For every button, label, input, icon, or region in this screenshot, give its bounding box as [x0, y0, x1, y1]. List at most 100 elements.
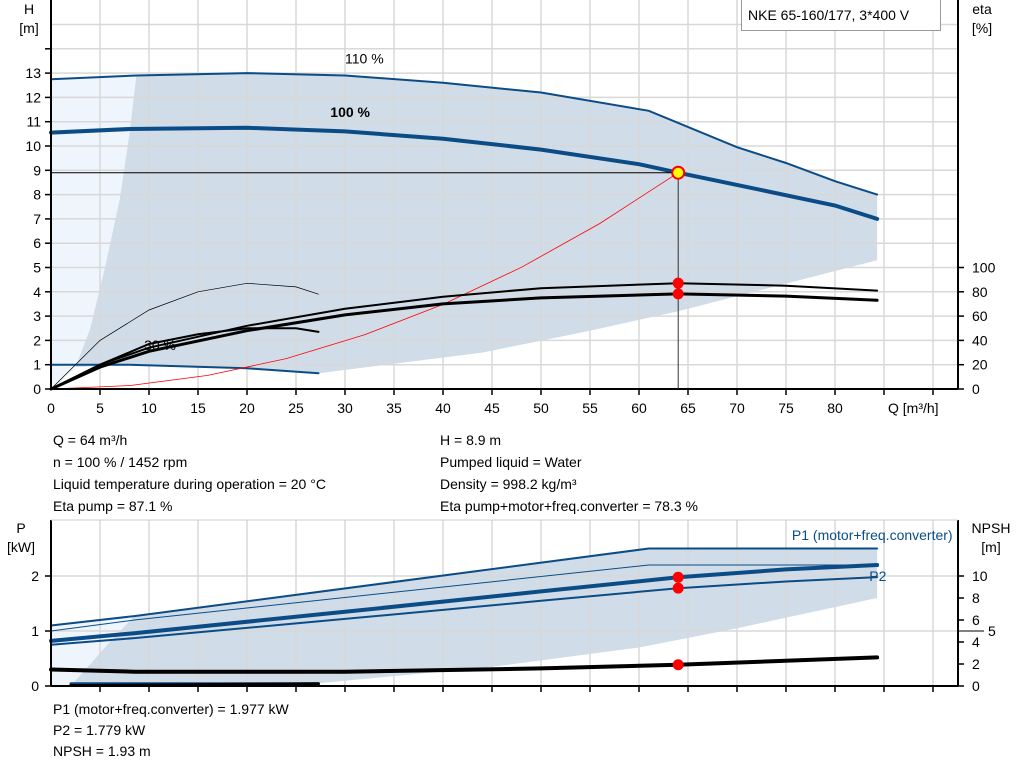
info-flow: Q = 64 m³/h [53, 432, 128, 448]
operating-range-region [75, 73, 878, 374]
info-bottom: P1 (motor+freq.converter) = 1.977 kW P2 … [53, 699, 289, 762]
p-axis-unit: [kW] [7, 539, 35, 555]
h-axis-title: H [m] [14, 0, 44, 38]
q-tick-label: 65 [680, 400, 696, 416]
q-tick-label: 45 [484, 400, 500, 416]
series-line-h-0 [50, 72, 879, 196]
operating-point-p [672, 571, 684, 583]
q-tick-label: 75 [778, 400, 794, 416]
npsh-tick-label: 8 [972, 590, 980, 606]
curve-label: 30 % [144, 337, 176, 353]
npsh-tick-label: 6 [972, 612, 980, 628]
eta-tick-label: 80 [972, 284, 988, 300]
series-line-p-3 [50, 576, 879, 646]
info-left: Q = 64 m³/h n = 100 % / 1452 rpm Liquid … [53, 429, 326, 517]
npsh-tick-label: 4 [972, 634, 980, 650]
series-line-eta-5 [49, 292, 879, 391]
info-head: H = 8.9 m [440, 432, 502, 448]
q-tick-label: 25 [288, 400, 304, 416]
npsh-axis-label: NPSH [971, 520, 1011, 536]
h-tick-label: 5 [33, 260, 41, 276]
q-tick-label: 20 [239, 400, 255, 416]
q-tick-label: 55 [582, 400, 598, 416]
eta-tick-label: 0 [972, 381, 980, 397]
h-tick-label: 9 [33, 162, 41, 178]
series-line-p-0 [50, 547, 879, 627]
p-tick-label: 2 [31, 568, 39, 584]
series-line-h-3 [50, 172, 679, 390]
npsh-tick-label: 0 [972, 678, 980, 694]
info-eta-total: Eta pump+motor+freq.converter = 78.3 % [440, 498, 698, 514]
series-line-h-2 [50, 363, 320, 375]
info-eta-pump: Eta pump = 87.1 % [53, 498, 173, 514]
h-tick-label: 8 [33, 187, 41, 203]
h-tick-label: 12 [25, 89, 41, 105]
curve-label: 110 % [345, 50, 384, 66]
npsh-axis-title: NPSH [m] [966, 519, 1016, 557]
p-tick-label: 1 [31, 623, 39, 639]
q-tick-label: 5 [96, 400, 104, 416]
h-tick-label: 7 [33, 211, 41, 227]
eta-operating-point [672, 277, 684, 289]
p-axis-title: P [kW] [6, 519, 36, 557]
operating-range-region [70, 548, 878, 686]
q-tick-label: 40 [435, 400, 451, 416]
h-tick-label: 13 [25, 65, 41, 81]
npsh-tick-label: 5 [988, 623, 996, 639]
h-tick-label: 10 [25, 138, 41, 154]
q-tick-label: 80 [827, 400, 843, 416]
info-p1: P1 (motor+freq.converter) = 1.977 kW [53, 701, 289, 717]
h-tick-label: 0 [33, 381, 41, 397]
p-tick-label: 0 [31, 678, 39, 694]
operating-point-p [672, 582, 684, 594]
h-tick-label: 1 [33, 357, 41, 373]
eta-tick-label: 40 [972, 332, 988, 348]
eta-tick-label: 100 [972, 260, 996, 276]
info-liquid: Pumped liquid = Water [440, 454, 582, 470]
info-right: H = 8.9 m Pumped liquid = Water Density … [440, 429, 698, 517]
curve-label: P2 [869, 568, 886, 584]
q-axis-label: Q [m³/h] [888, 400, 939, 416]
duty-point [671, 165, 686, 180]
eta-axis-unit: [%] [971, 20, 993, 36]
eta-operating-point [672, 288, 684, 300]
npsh-axis-unit: [m] [981, 539, 1001, 555]
info-npsh: NPSH = 1.93 m [53, 743, 151, 759]
eta-tick-label: 20 [972, 357, 988, 373]
q-tick-label: 0 [47, 400, 55, 416]
curve-label: 100 % [330, 104, 370, 120]
series-line-eta-6 [50, 282, 319, 390]
low-flow-range-region [51, 75, 137, 389]
h-axis-unit: [m] [19, 20, 39, 36]
series-line-p-2 [49, 563, 880, 643]
h-tick-label: 11 [26, 114, 41, 130]
p-axis-label: P [16, 520, 26, 536]
info-p2: P2 = 1.779 kW [53, 722, 146, 738]
eta-axis-title: eta [%] [964, 0, 1000, 38]
q-tick-label: 60 [631, 400, 647, 416]
h-tick-label: 6 [33, 235, 41, 251]
eta-axis-label: eta [972, 1, 992, 17]
series-line-p-1 [50, 564, 878, 632]
npsh-tick-label: 2 [972, 656, 980, 672]
h-tick-label: 3 [33, 308, 41, 324]
h-tick-label: 4 [33, 284, 41, 300]
eta-tick-label: 60 [972, 308, 988, 324]
curve-label: P1 (motor+freq.converter) [792, 527, 953, 543]
npsh-tick-label: 10 [972, 568, 988, 584]
q-tick-label: 50 [533, 400, 549, 416]
q-tick-label: 30 [337, 400, 353, 416]
operating-point-npsh [672, 659, 684, 671]
q-tick-label: 15 [190, 400, 206, 416]
info-speed: n = 100 % / 1452 rpm [53, 454, 188, 470]
series-line-h-1 [49, 125, 880, 221]
q-tick-label: 10 [141, 400, 157, 416]
info-density: Density = 998.2 kg/m³ [440, 476, 577, 492]
h-tick-label: 2 [33, 332, 41, 348]
info-temperature: Liquid temperature during operation = 20… [53, 476, 326, 492]
pump-legend: NKE 65-160/177, 3*400 V [741, 0, 941, 31]
h-axis-label: H [23, 1, 35, 17]
series-line-npsh-4 [49, 655, 880, 674]
series-line-eta-7 [50, 327, 320, 390]
